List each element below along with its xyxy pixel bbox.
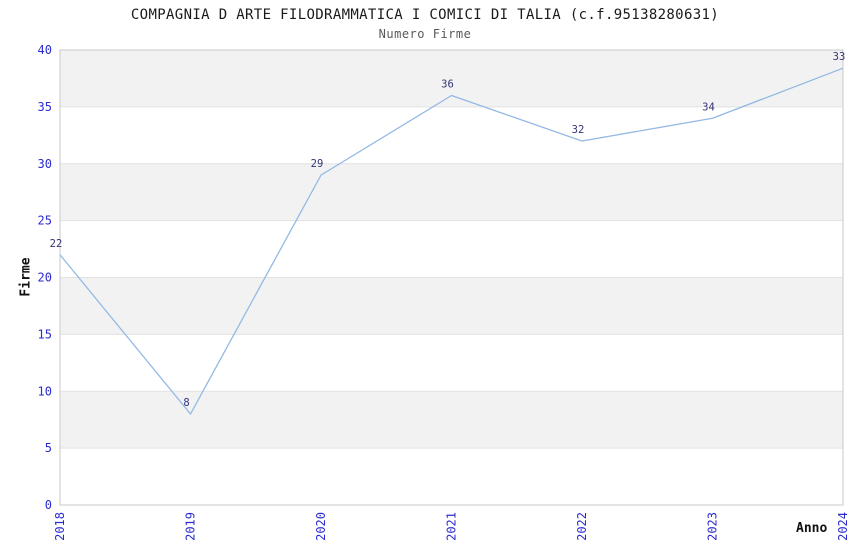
data-line [59, 67, 844, 415]
plot-border [59, 49, 844, 506]
y-tick-label: 10 [38, 384, 52, 398]
x-tick-label: 2019 [184, 512, 198, 541]
y-tick-label: 25 [38, 214, 52, 228]
data-point-label: 22 [50, 238, 63, 250]
x-tick-label: 2024 [836, 512, 850, 541]
data-point-label: 29 [311, 158, 324, 170]
y-tick-label: 20 [38, 271, 52, 285]
chart-title: COMPAGNIA D ARTE FILODRAMMATICA I COMICI… [130, 7, 720, 23]
grid-band [60, 277, 843, 335]
y-tick-label: 0 [45, 498, 52, 512]
y-tick-label: 35 [38, 100, 52, 114]
data-point-label: 36 [441, 79, 454, 91]
x-tick-label: 2020 [314, 512, 328, 541]
x-tick-label: 2018 [53, 512, 67, 541]
data-point-label: 32 [572, 124, 585, 136]
y-tick-label: 5 [45, 441, 52, 455]
grid-band [60, 50, 843, 107]
x-tick-label: 2022 [575, 512, 589, 541]
y-axis-label: Firme [18, 257, 34, 297]
y-tick-label: 40 [38, 43, 52, 57]
chart-subtitle: Numero Firme [378, 27, 472, 41]
y-tick-label: 30 [38, 157, 52, 171]
data-point-label: 8 [183, 397, 189, 409]
grid-band [60, 391, 843, 449]
data-point-label: 34 [702, 101, 715, 113]
x-tick-label: 2021 [445, 512, 459, 541]
y-tick-label: 15 [38, 327, 52, 341]
grid-band [60, 163, 843, 221]
x-tick-label: 2023 [706, 512, 720, 541]
x-axis-label: Anno [796, 521, 828, 536]
data-point-label: 33 [833, 51, 846, 63]
